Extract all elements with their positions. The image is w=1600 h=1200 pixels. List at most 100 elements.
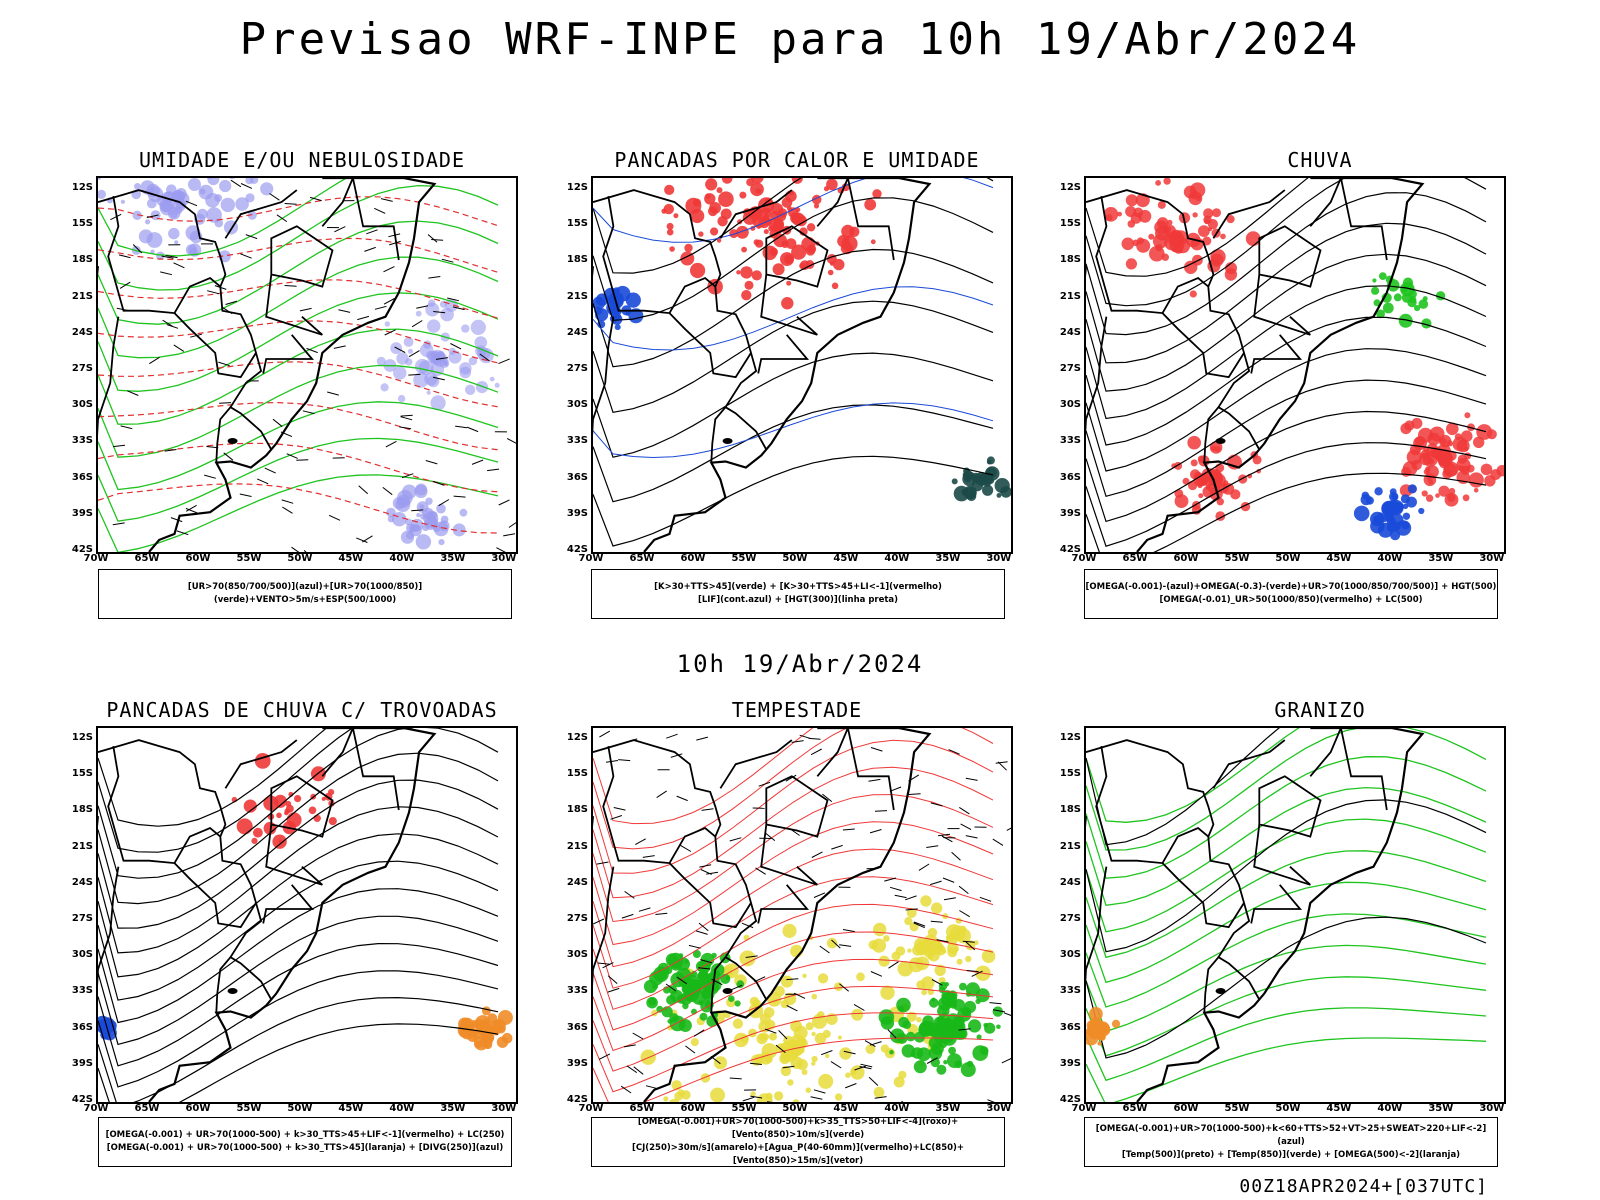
legend-line: [Temp(500)](preto) + [Temp(850)](verde) … [1121, 1149, 1461, 1160]
wind-850-area [880, 1016, 895, 1030]
wind-vector [607, 975, 618, 984]
wind-vector [887, 1029, 897, 1039]
rain-area [1238, 474, 1248, 484]
rain-area [1216, 498, 1224, 506]
border-line [173, 312, 257, 379]
run-info-label: 00Z18APR2024+[037UTC] [1239, 1176, 1488, 1197]
heat-shower-area [705, 193, 711, 199]
rain-area [1174, 489, 1184, 498]
border-line [215, 406, 232, 463]
border-line [1161, 862, 1245, 929]
legend-line: [OMEGA(-0.001)-(azul)+OMEGA(-0.3)-(verde… [1085, 582, 1497, 592]
wind-vector [597, 962, 610, 965]
wind-vector [656, 790, 667, 799]
thickness-contour [98, 237, 499, 273]
humidity-area [98, 178, 102, 180]
wind-vector [452, 306, 465, 311]
heat-shower-area [663, 203, 674, 215]
rain-area [1406, 449, 1423, 465]
wind-vector [831, 844, 843, 850]
humidity-area [145, 219, 151, 225]
rain-area [1442, 469, 1453, 479]
lat-tick-label: 33S [566, 985, 588, 997]
rain-area [1422, 451, 1438, 467]
wind-vector [830, 1061, 842, 1069]
wind-vector [701, 808, 714, 811]
lon-tick-label: 65W [134, 1103, 160, 1114]
streamline [98, 779, 499, 929]
jet-area [908, 957, 924, 973]
thunderstorm-area [251, 837, 258, 844]
heat-shower-area [690, 262, 706, 279]
wind-vector [245, 234, 258, 240]
border-line [1095, 195, 1209, 315]
temp-850-contour [1086, 1007, 1487, 1082]
wind-850-area [898, 1005, 905, 1012]
wind-vector [926, 845, 939, 848]
lat-tick-label: 42S [1059, 1094, 1081, 1105]
humidity-area [120, 199, 125, 204]
wind-850-area [910, 1052, 916, 1058]
jet-area [950, 925, 966, 941]
wind-vector [164, 449, 177, 452]
jet-area [917, 940, 931, 953]
jet-area [796, 1059, 808, 1071]
wind-vector [813, 892, 826, 898]
wind-vector [256, 478, 269, 485]
border-line [98, 739, 273, 1000]
heat-shower-area [781, 297, 794, 310]
lon-tick-label: 45W [1326, 1103, 1352, 1114]
humidity-area [150, 249, 155, 254]
wind-850-area [643, 979, 658, 994]
wind-vector [764, 1028, 777, 1034]
heat-shower-area [741, 290, 752, 301]
rain-area [1214, 446, 1221, 452]
heat-shower-area [751, 270, 762, 281]
lon-tick-label: 70W [578, 553, 604, 564]
wind-vector [219, 402, 232, 404]
streamline [98, 888, 499, 1024]
kindex-area [1000, 486, 1011, 498]
lat-tick-label: 18S [71, 254, 93, 266]
heat-shower-area [791, 244, 807, 260]
wind-vector [185, 504, 197, 512]
map-chuva [1084, 176, 1506, 554]
rain-area [1210, 249, 1226, 265]
wind-vector [399, 426, 412, 430]
lat-tick-label: 24S [1059, 326, 1081, 338]
wind-vector [450, 343, 462, 350]
thunderstorm-area [328, 789, 335, 796]
humidity-area [219, 179, 232, 193]
wind-vector [842, 828, 855, 831]
wind-vector [479, 353, 490, 362]
rain-area [1177, 236, 1185, 243]
jet-area [811, 1061, 816, 1066]
rain-area [1136, 237, 1144, 245]
rain-area [1182, 477, 1190, 485]
jet-area [765, 1092, 773, 1100]
wind-vector [819, 945, 830, 954]
wind-vector [599, 730, 611, 738]
lifted-index-contour [593, 178, 994, 243]
humidity-contour [98, 364, 499, 458]
rain-area [1413, 436, 1427, 451]
omega-area [1407, 484, 1417, 494]
wind-vector [688, 944, 701, 949]
temp-850-contour [1086, 818, 1487, 933]
wind-850-area [684, 959, 689, 964]
humidity-area [436, 503, 446, 514]
humidity-area [376, 356, 386, 366]
lon-tick-label: 45W [338, 1103, 364, 1114]
wind-vector [276, 214, 288, 223]
lat-tick-label: 30S [566, 399, 588, 411]
heat-shower-area [795, 207, 801, 212]
lon-tick-label: 40W [1377, 1103, 1403, 1114]
jet-area [953, 946, 959, 952]
omega-area [1374, 487, 1383, 496]
border-line [1086, 316, 1108, 436]
lat-tick-label: 21S [1059, 840, 1081, 852]
height-contour [1086, 472, 1487, 552]
precipitable-water-contour [593, 728, 814, 825]
wind-vector [427, 234, 438, 243]
coastline [148, 728, 437, 1102]
